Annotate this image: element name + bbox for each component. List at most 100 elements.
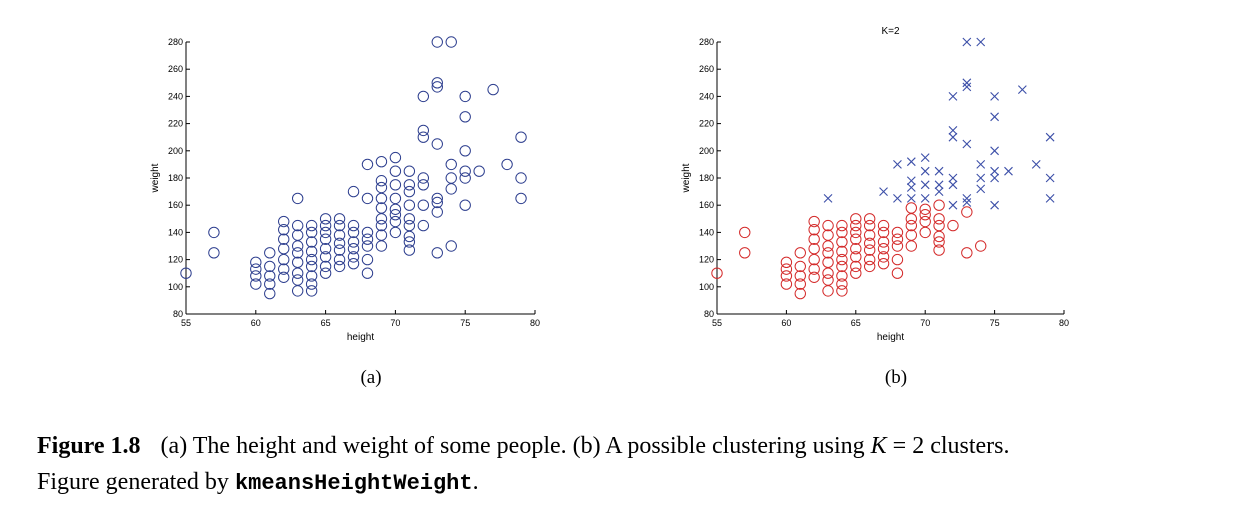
y-tick-label: 240 [699,91,714,101]
circle-marker [375,155,388,168]
circle-marker [850,267,862,279]
circle-marker [822,247,834,259]
circle-marker [250,270,262,282]
cross-stroke [1031,160,1041,169]
circle-marker [822,229,834,241]
cross-stroke [962,139,972,149]
circle-marker [361,267,374,279]
circle-marker [445,240,457,252]
circle-marker [347,236,360,248]
circle-marker [933,199,945,211]
y-tick-label: 100 [168,282,183,292]
circle-marker [961,247,973,259]
circle-marker [305,278,318,290]
circle-marker [877,257,890,270]
cross-marker [976,160,986,169]
circle-marker [877,251,890,263]
x-tick-label: 65 [321,318,331,328]
y-tick-label: 260 [699,64,714,74]
cross-stroke [934,166,944,176]
circle-marker [822,267,834,279]
cross-marker [893,160,902,169]
circle-marker [431,138,443,150]
cross-marker [1045,173,1055,183]
circle-marker [250,278,262,290]
cross-marker [962,78,972,88]
cross-marker [920,153,930,162]
circle-marker [431,77,443,89]
cross-stroke [1045,194,1055,203]
circle-marker [291,229,304,241]
y-tick-label: 240 [168,91,183,101]
circle-marker [417,131,430,143]
circle-marker [739,247,751,259]
circle-marker [291,274,304,286]
subfigure-label: (a) [360,367,381,388]
x-tick-label: 60 [251,318,261,328]
circle-marker [333,253,346,266]
cross-marker [920,166,930,176]
cross-marker [934,166,944,176]
cross-stroke [962,37,972,47]
circle-marker [850,226,862,239]
circle-marker [389,192,402,205]
circle-marker [863,237,876,249]
cross-stroke [1045,173,1055,183]
circle-marker [347,243,360,255]
circle-marker [808,233,820,245]
cross-stroke [1045,132,1055,142]
circle-marker [333,229,346,241]
circle-marker [250,263,262,275]
circle-marker [919,203,931,215]
circle-marker [291,285,304,297]
x-tick-label: 70 [920,318,930,328]
x-tick-label: 80 [1059,318,1069,328]
circle-marker [459,199,471,211]
x-tick-label: 80 [530,318,540,328]
x-axis-title: height [877,332,904,343]
cross-marker [906,157,916,167]
circle-marker [794,247,806,259]
circle-marker [877,226,890,239]
caption-line2-suffix: . [472,469,479,495]
cross-marker [1045,194,1055,203]
cross-stroke [948,180,958,190]
cross-stroke [920,194,930,203]
y-tick-label: 80 [173,309,183,319]
circle-marker [850,213,862,225]
cross-stroke [990,146,999,156]
circle-marker [347,257,360,270]
circle-marker [822,285,834,297]
circle-marker [933,213,945,225]
x-tick-label: 55 [181,318,191,328]
circle-marker [473,165,485,177]
circle-marker [180,267,192,279]
circle-marker [319,260,332,273]
y-tick-label: 120 [699,255,714,265]
y-tick-label: 200 [168,146,183,156]
circle-marker [501,158,513,171]
cross-stroke [906,176,916,186]
circle-marker [375,181,388,194]
circle-marker [417,179,430,191]
circle-marker [375,213,388,225]
circle-marker [891,253,904,266]
circle-marker [291,256,304,269]
circle-marker [264,287,276,300]
circle-marker [459,172,471,184]
circle-marker [780,263,793,275]
circle-marker [863,260,876,273]
circle-marker [863,229,876,241]
circle-marker [403,219,416,232]
y-tick-label: 200 [699,146,714,156]
circle-marker [822,240,834,252]
y-tick-label: 120 [168,255,183,265]
cross-marker [1045,132,1055,142]
circle-marker [836,270,848,282]
circle-marker [431,192,443,205]
circle-marker [361,253,374,266]
circle-marker [278,263,290,275]
circle-marker [389,165,402,177]
y-tick-label: 220 [168,119,183,129]
circle-marker [891,226,904,239]
